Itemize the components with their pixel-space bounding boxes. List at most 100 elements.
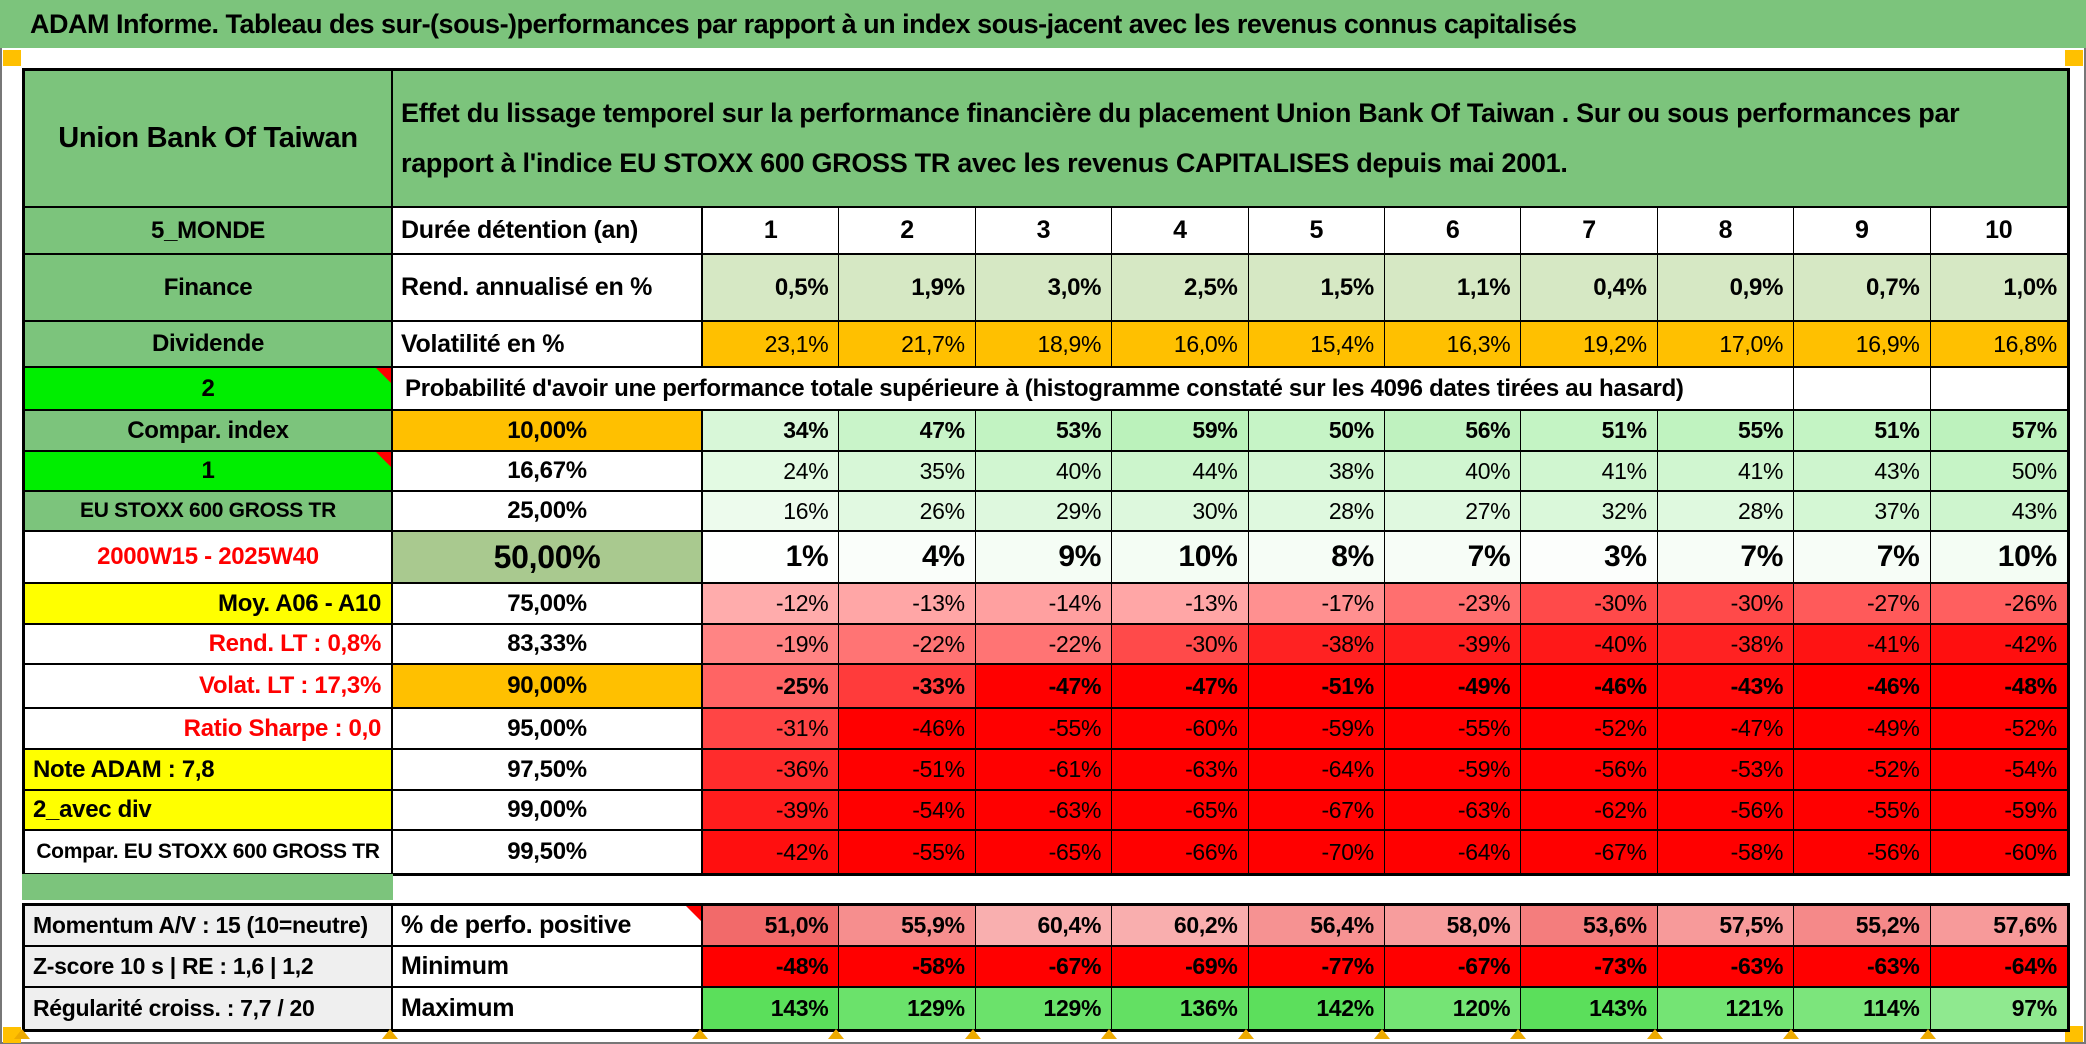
probability-value-cell[interactable]: -38% <box>1248 625 1385 663</box>
threshold-cell[interactable]: 99,50% <box>393 831 703 873</box>
stat-value-cell[interactable]: 143% <box>703 988 840 1029</box>
probability-value-cell[interactable]: 7% <box>1657 532 1795 582</box>
year-header-cell[interactable]: 1 <box>703 208 840 253</box>
probability-value-cell[interactable]: 56% <box>1384 411 1522 450</box>
year-header-cell[interactable]: 2 <box>839 208 976 253</box>
sidebar-cell[interactable]: 5_MONDE <box>25 208 393 253</box>
probability-value-cell[interactable]: -70% <box>1248 831 1385 873</box>
row-label-cell[interactable]: Ratio Sharpe : 0,0 <box>25 709 393 748</box>
probability-value-cell[interactable]: -63% <box>975 791 1113 829</box>
probability-value-cell[interactable]: 30% <box>1112 492 1249 530</box>
stat-value-cell[interactable]: 60,4% <box>975 906 1113 945</box>
probability-value-cell[interactable]: 47% <box>839 411 976 450</box>
value-cell[interactable]: 23,1% <box>703 322 840 366</box>
stat-label-cell[interactable]: Momentum A/V : 15 (10=neutre) <box>25 906 393 945</box>
probability-value-cell[interactable]: -55% <box>1384 709 1522 748</box>
probability-value-cell[interactable]: -54% <box>839 791 976 829</box>
value-cell[interactable]: 15,4% <box>1248 322 1385 366</box>
probability-value-cell[interactable]: 43% <box>1794 452 1931 490</box>
value-cell[interactable]: 0,7% <box>1794 255 1931 320</box>
value-cell[interactable]: 16,3% <box>1384 322 1522 366</box>
probability-value-cell[interactable]: -27% <box>1794 584 1931 623</box>
threshold-cell[interactable]: 97,50% <box>393 750 703 789</box>
probability-value-cell[interactable]: -63% <box>1384 791 1522 829</box>
threshold-cell[interactable]: 50,00% <box>393 532 703 582</box>
probability-value-cell[interactable]: -51% <box>839 750 976 789</box>
probability-value-cell[interactable]: -25% <box>703 665 840 707</box>
row-label-cell[interactable]: EU STOXX 600 GROSS TR <box>25 492 393 530</box>
probability-value-cell[interactable]: -12% <box>703 584 840 623</box>
probability-value-cell[interactable]: 41% <box>1521 452 1658 490</box>
threshold-cell[interactable]: 90,00% <box>393 665 703 707</box>
threshold-cell[interactable]: 75,00% <box>393 584 703 623</box>
probability-value-cell[interactable]: -55% <box>975 709 1113 748</box>
probability-value-cell[interactable]: -39% <box>1384 625 1522 663</box>
probability-value-cell[interactable]: -40% <box>1521 625 1658 663</box>
value-cell[interactable]: 19,2% <box>1521 322 1658 366</box>
year-header-cell[interactable]: 3 <box>976 208 1113 253</box>
probability-value-cell[interactable]: -66% <box>1112 831 1249 873</box>
probability-value-cell[interactable]: -59% <box>1248 709 1385 748</box>
probability-value-cell[interactable]: -30% <box>1112 625 1249 663</box>
probability-value-cell[interactable]: 29% <box>975 492 1113 530</box>
stat-metric-cell[interactable]: % de perfo. positive <box>393 906 703 945</box>
probability-value-cell[interactable]: 27% <box>1384 492 1522 530</box>
row-label-cell[interactable]: Compar. index <box>25 411 393 450</box>
probability-value-cell[interactable]: -46% <box>839 709 976 748</box>
year-header-cell[interactable]: 6 <box>1385 208 1522 253</box>
probability-value-cell[interactable]: 44% <box>1112 452 1249 490</box>
probability-value-cell[interactable]: -42% <box>1930 625 2067 663</box>
stat-metric-cell[interactable]: Minimum <box>393 947 703 986</box>
probability-value-cell[interactable]: 51% <box>1521 411 1658 450</box>
entity-name-cell[interactable]: Union Bank Of Taiwan <box>25 71 393 206</box>
probability-value-cell[interactable]: -41% <box>1794 625 1931 663</box>
probability-value-cell[interactable]: -49% <box>1794 709 1931 748</box>
probability-value-cell[interactable]: -65% <box>1112 791 1249 829</box>
probability-value-cell[interactable]: -13% <box>1112 584 1249 623</box>
metric-label-cell[interactable]: Rend. annualisé en % <box>393 255 703 320</box>
stat-value-cell[interactable]: 60,2% <box>1112 906 1249 945</box>
year-header-cell[interactable]: 8 <box>1658 208 1795 253</box>
probability-value-cell[interactable]: -65% <box>975 831 1113 873</box>
stat-label-cell[interactable]: Régularité croiss. : 7,7 / 20 <box>25 988 393 1029</box>
probability-value-cell[interactable]: 35% <box>839 452 976 490</box>
stat-value-cell[interactable]: 53,6% <box>1521 906 1658 945</box>
stat-value-cell[interactable]: 51,0% <box>703 906 840 945</box>
probability-value-cell[interactable]: -61% <box>975 750 1113 789</box>
probability-value-cell[interactable]: -26% <box>1930 584 2067 623</box>
stat-value-cell[interactable]: 57,5% <box>1657 906 1795 945</box>
probability-value-cell[interactable]: -54% <box>1930 750 2067 789</box>
probability-value-cell[interactable]: -59% <box>1384 750 1522 789</box>
stat-value-cell[interactable]: -64% <box>1930 947 2067 986</box>
probability-value-cell[interactable]: 8% <box>1248 532 1385 582</box>
probability-value-cell[interactable]: -53% <box>1657 750 1795 789</box>
probability-value-cell[interactable]: 28% <box>1248 492 1385 530</box>
probability-value-cell[interactable]: 40% <box>1384 452 1522 490</box>
value-cell[interactable]: 2,5% <box>1112 255 1249 320</box>
sidebar-cell[interactable]: Finance <box>25 255 393 320</box>
probability-value-cell[interactable]: -60% <box>1112 709 1249 748</box>
probability-value-cell[interactable]: 28% <box>1657 492 1795 530</box>
probability-value-cell[interactable]: 34% <box>703 411 840 450</box>
probability-value-cell[interactable]: -49% <box>1384 665 1522 707</box>
stat-value-cell[interactable]: 142% <box>1248 988 1385 1029</box>
stat-metric-cell[interactable]: Maximum <box>393 988 703 1029</box>
probability-value-cell[interactable]: -43% <box>1657 665 1795 707</box>
value-cell[interactable]: 18,9% <box>975 322 1113 366</box>
probability-value-cell[interactable]: -56% <box>1521 750 1658 789</box>
probability-value-cell[interactable]: 7% <box>1384 532 1522 582</box>
probability-header-cell[interactable]: Probabilité d'avoir une performance tota… <box>393 368 1795 409</box>
year-header-cell[interactable]: 9 <box>1794 208 1931 253</box>
probability-value-cell[interactable]: 57% <box>1930 411 2067 450</box>
probability-value-cell[interactable]: -23% <box>1384 584 1522 623</box>
value-cell[interactable]: 0,4% <box>1521 255 1658 320</box>
value-cell[interactable]: 0,5% <box>703 255 840 320</box>
stat-value-cell[interactable]: -69% <box>1112 947 1249 986</box>
probability-value-cell[interactable]: -47% <box>1657 709 1795 748</box>
stat-value-cell[interactable]: -63% <box>1657 947 1795 986</box>
value-cell[interactable]: 16,8% <box>1930 322 2067 366</box>
row-label-cell[interactable]: Volat. LT : 17,3% <box>25 665 393 707</box>
probability-value-cell[interactable]: -64% <box>1384 831 1522 873</box>
stat-value-cell[interactable]: 58,0% <box>1384 906 1522 945</box>
probability-value-cell[interactable]: 50% <box>1930 452 2067 490</box>
